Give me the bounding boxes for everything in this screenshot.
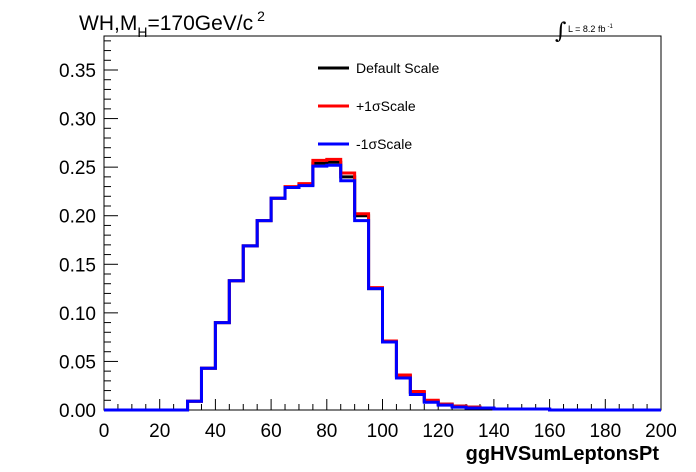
- x-axis: 0 20 40 60 80 100 120 140 160 180 200: [99, 399, 677, 442]
- legend-label: -1σScale: [356, 136, 412, 152]
- chart-title: WH,MH=170GeV/c 2: [79, 8, 265, 40]
- y-tick-label: 0.15: [59, 255, 96, 276]
- y-tick-label: 0.35: [59, 61, 96, 82]
- x-tick-label: 20: [149, 421, 170, 442]
- y-tick-label: 0.00: [59, 401, 96, 422]
- x-axis-title: ggHVSumLeptonsPt: [466, 443, 660, 465]
- y-axis: 0.00 0.05 0.10 0.15 0.20 0.25 0.30 0.35: [59, 40, 118, 422]
- x-tick-label: 100: [367, 421, 399, 442]
- x-tick-label: 40: [205, 421, 226, 442]
- x-tick-label: 60: [261, 421, 282, 442]
- x-tick-label: 140: [478, 421, 510, 442]
- x-tick-label: 180: [589, 421, 621, 442]
- legend: Default Scale +1σScale -1σScale: [318, 60, 439, 152]
- y-tick-label: 0.10: [59, 304, 96, 325]
- y-tick-label: 0.30: [59, 110, 96, 131]
- integral-symbol: ∫: [555, 19, 567, 44]
- x-tick-label: 200: [645, 421, 677, 442]
- series-line-1-scale: [104, 163, 661, 412]
- x-tick-label: 0: [99, 421, 110, 442]
- y-tick-label: 0.25: [59, 158, 96, 179]
- y-tick-label: 0.05: [59, 352, 96, 373]
- x-tick-label: 160: [534, 421, 566, 442]
- x-tick-label: 80: [316, 421, 337, 442]
- series-group: [104, 157, 661, 412]
- legend-label: +1σScale: [356, 98, 416, 114]
- x-tick-label: 120: [422, 421, 454, 442]
- y-tick-label: 0.20: [59, 207, 96, 228]
- legend-label: Default Scale: [356, 60, 439, 76]
- luminosity-label: ∫ L = 8.2 fb -1: [555, 19, 613, 44]
- svg-text:L = 8.2 fb-1: L = 8.2 fb -1: [568, 24, 613, 34]
